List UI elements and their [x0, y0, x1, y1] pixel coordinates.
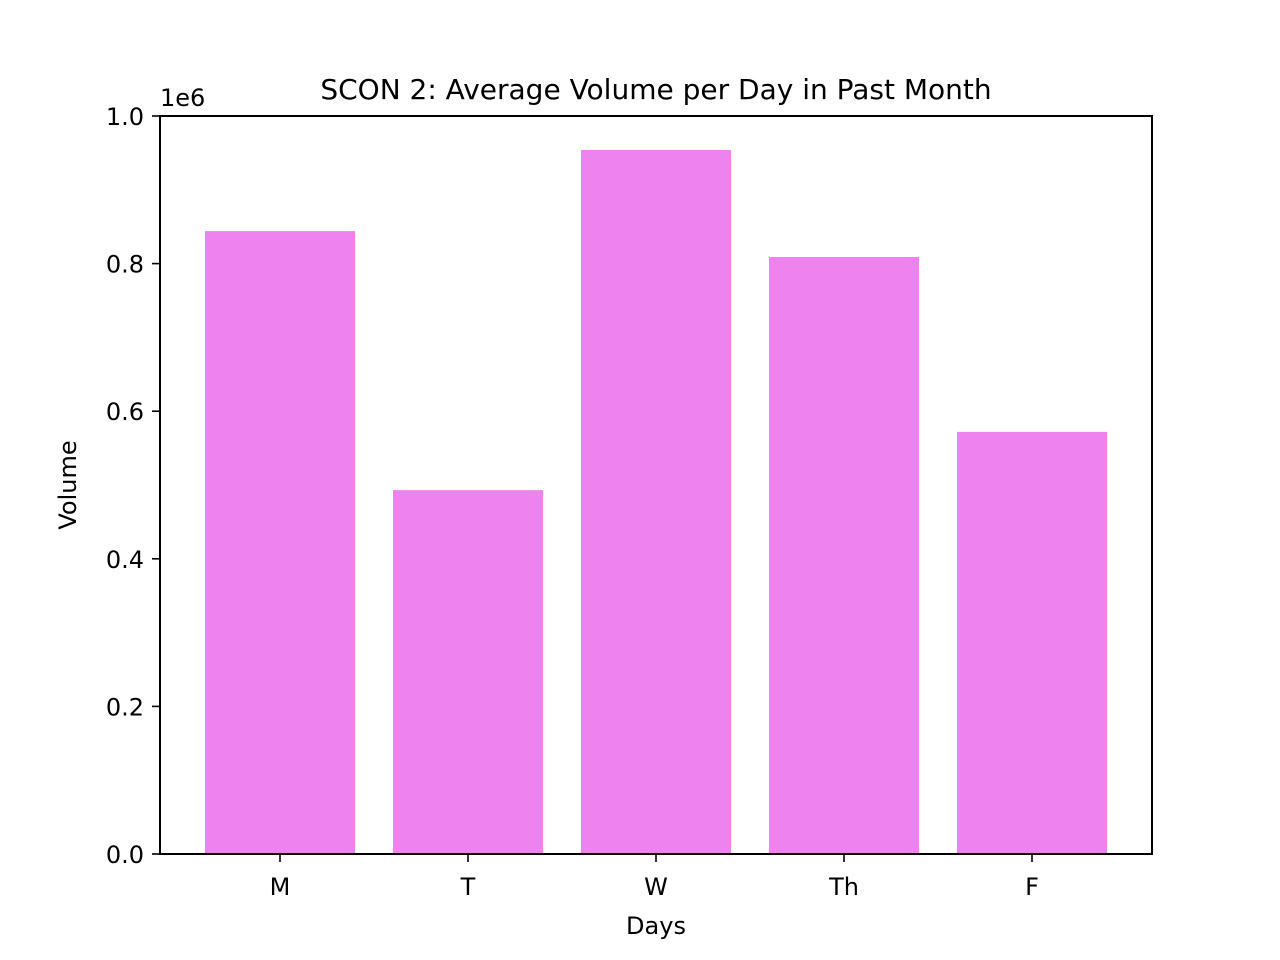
y-tick-label: 1.0	[106, 103, 144, 131]
x-tick-label: M	[270, 873, 291, 901]
x-tick-label: W	[644, 873, 668, 901]
y-axis-offset-label: 1e6	[160, 84, 205, 112]
plot-frame	[159, 115, 1153, 855]
bar-group	[205, 149, 1107, 855]
bar-th	[769, 256, 919, 854]
y-tick-label: 0.8	[106, 251, 144, 279]
bar-w	[581, 149, 731, 854]
x-tick-label: F	[1025, 873, 1039, 901]
y-tick-label: 0.0	[106, 841, 144, 869]
bar-t	[393, 490, 543, 854]
y-tick-label: 0.6	[106, 398, 144, 426]
x-axis-ticks: M T W Th F	[270, 854, 1039, 901]
x-tick-label: Th	[828, 873, 859, 901]
x-tick-label: T	[460, 873, 476, 901]
y-tick-label: 0.2	[106, 693, 144, 721]
chart-title: SCON 2: Average Volume per Day in Past M…	[320, 73, 991, 106]
y-tick-label: 0.4	[106, 546, 144, 574]
bar-m	[205, 231, 355, 855]
y-axis-ticks: 0.0 0.2 0.4 0.6 0.8 1.0	[106, 103, 160, 869]
y-axis-label: Volume	[54, 440, 82, 529]
x-axis-label: Days	[626, 912, 686, 940]
bar-f	[957, 431, 1107, 854]
